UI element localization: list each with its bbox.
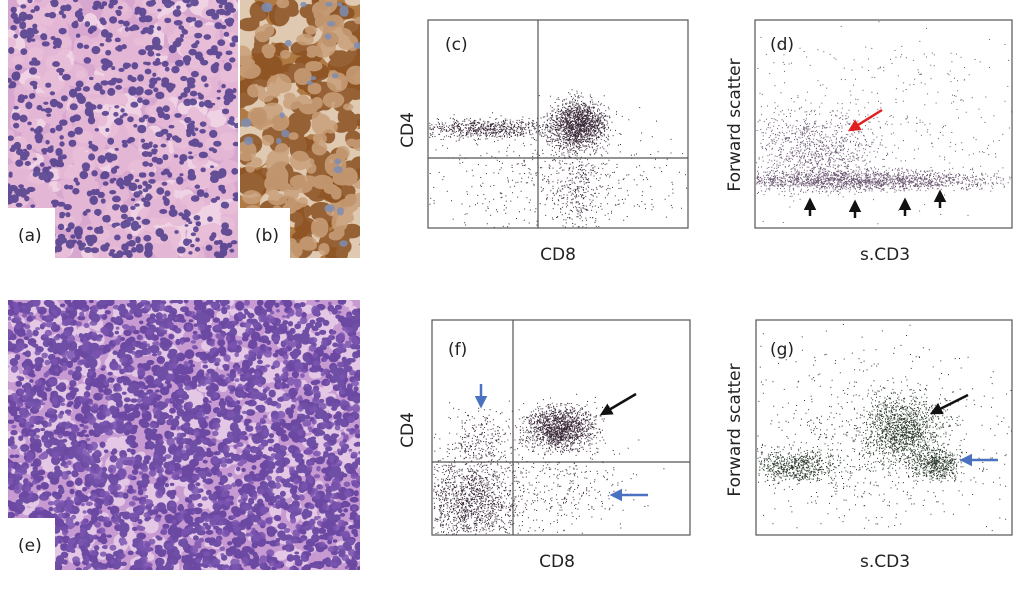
panel-label: (c) bbox=[445, 35, 468, 55]
x-axis-label: s.CD3 bbox=[860, 552, 910, 572]
plot-frame bbox=[754, 19, 1013, 229]
scatter-layer bbox=[429, 21, 1012, 535]
plot-frame bbox=[755, 319, 1013, 536]
label-box bbox=[240, 208, 290, 258]
y-axis-label: CD4 bbox=[398, 412, 418, 448]
label-box bbox=[8, 518, 55, 570]
arrow bbox=[599, 392, 637, 416]
cell-events bbox=[482, 429, 665, 534]
arrow bbox=[929, 393, 969, 415]
panel-label: (e) bbox=[18, 536, 42, 556]
histology-layer bbox=[8, 0, 360, 570]
arrows bbox=[474, 108, 998, 502]
cell-events bbox=[511, 393, 605, 459]
panel-label: (a) bbox=[18, 226, 42, 246]
cell-events bbox=[429, 114, 595, 143]
histology-image bbox=[8, 300, 360, 570]
x-axis-label: CD8 bbox=[540, 245, 576, 265]
tissue-cells bbox=[8, 0, 238, 258]
plot-frame bbox=[427, 19, 689, 229]
tissue-cells bbox=[240, 0, 360, 258]
y-axis-label: CD4 bbox=[398, 112, 418, 148]
plot-frame bbox=[431, 319, 691, 536]
cell-events bbox=[544, 136, 609, 228]
cell-events bbox=[756, 21, 1012, 225]
x-axis-label: CD8 bbox=[539, 552, 575, 572]
label-box bbox=[8, 208, 55, 258]
tissue-cells bbox=[8, 300, 360, 570]
x-axis-label: s.CD3 bbox=[860, 245, 910, 265]
cell-events bbox=[757, 324, 1012, 532]
y-axis-label: Forward scatter bbox=[725, 58, 745, 191]
y-axis-label: Forward scatter bbox=[725, 363, 745, 496]
arrow bbox=[847, 108, 883, 132]
cell-events bbox=[433, 433, 543, 535]
cell-events bbox=[756, 95, 900, 211]
cell-events bbox=[756, 164, 1012, 196]
panel-label: (b) bbox=[255, 226, 279, 246]
cell-events bbox=[433, 400, 535, 476]
panel-label: (g) bbox=[770, 340, 794, 360]
panel-label: (f) bbox=[448, 340, 467, 360]
cell-events bbox=[757, 444, 863, 491]
panel-label: (d) bbox=[770, 35, 794, 55]
cell-events bbox=[537, 89, 623, 159]
